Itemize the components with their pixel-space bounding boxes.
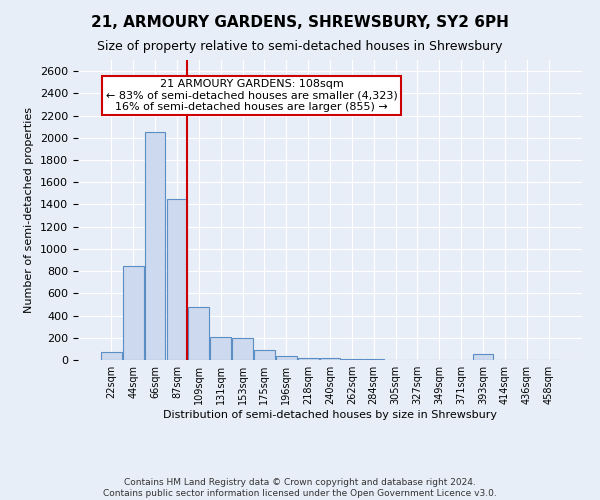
Bar bbox=[254, 350, 275, 360]
Text: Contains HM Land Registry data © Crown copyright and database right 2024.
Contai: Contains HM Land Registry data © Crown c… bbox=[103, 478, 497, 498]
Bar bbox=[473, 354, 493, 360]
X-axis label: Distribution of semi-detached houses by size in Shrewsbury: Distribution of semi-detached houses by … bbox=[163, 410, 497, 420]
Text: 21 ARMOURY GARDENS: 108sqm
← 83% of semi-detached houses are smaller (4,323)
16%: 21 ARMOURY GARDENS: 108sqm ← 83% of semi… bbox=[106, 79, 398, 112]
Bar bbox=[101, 352, 122, 360]
Bar bbox=[167, 199, 187, 360]
Text: 21, ARMOURY GARDENS, SHREWSBURY, SY2 6PH: 21, ARMOURY GARDENS, SHREWSBURY, SY2 6PH bbox=[91, 15, 509, 30]
Bar bbox=[341, 359, 362, 360]
Bar bbox=[320, 358, 340, 360]
Bar bbox=[145, 132, 166, 360]
Bar bbox=[276, 356, 296, 360]
Bar bbox=[210, 337, 231, 360]
Bar bbox=[123, 266, 143, 360]
Bar bbox=[364, 359, 384, 360]
Y-axis label: Number of semi-detached properties: Number of semi-detached properties bbox=[25, 107, 34, 313]
Bar bbox=[188, 307, 209, 360]
Bar bbox=[232, 338, 253, 360]
Bar bbox=[298, 358, 319, 360]
Text: Size of property relative to semi-detached houses in Shrewsbury: Size of property relative to semi-detach… bbox=[97, 40, 503, 53]
